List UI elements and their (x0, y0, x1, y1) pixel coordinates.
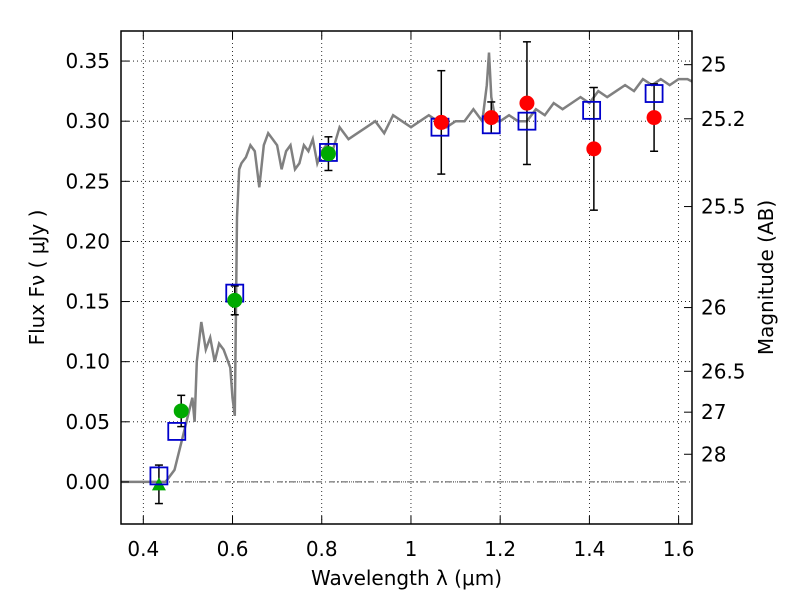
x-tick-label: 1.4 (573, 537, 605, 561)
model-flux-square (644, 84, 664, 103)
right-tick-label: 26 (701, 296, 726, 320)
right-tick-label: 25 (701, 53, 726, 77)
y-axis-label: Flux Fν ( μJy ) (25, 210, 49, 346)
y-tick-label: 0.15 (65, 290, 110, 314)
model-flux-square (149, 466, 169, 486)
model-flux-square (517, 111, 537, 131)
model-flux-square (582, 100, 602, 120)
y-tick-label: 0.00 (65, 470, 110, 494)
x-tick-label: 0.8 (306, 537, 338, 561)
y-tick-label: 0.20 (65, 229, 110, 253)
right-tick-label: 27 (701, 400, 726, 424)
x-tick-label: 1.6 (663, 537, 695, 561)
x-tick-label: 0.4 (127, 537, 159, 561)
model-flux-square (167, 422, 187, 441)
nir-data-point (483, 110, 499, 126)
y-tick-label: 0.10 (65, 350, 110, 374)
data-markers (149, 41, 664, 505)
nir-data-point (433, 114, 449, 130)
y-tick-label: 0.30 (65, 109, 110, 133)
nir-data-point (519, 95, 535, 111)
model-spectrum-line (121, 52, 693, 484)
x-tick-label: 0.6 (217, 537, 249, 561)
plot-frame (120, 30, 693, 525)
y-tick-label: 0.35 (65, 49, 110, 73)
y-tick-label: 0.05 (65, 410, 110, 434)
x-tick-label: 1.2 (484, 537, 516, 561)
right-tick-label: 28 (701, 442, 726, 466)
right-tick-label: 25.2 (701, 107, 746, 131)
optical-data-point (320, 146, 336, 162)
optical-data-point (173, 403, 189, 419)
optical-data-point (227, 292, 243, 308)
right-tick-label: 25.5 (701, 195, 746, 219)
y-tick-label: 0.25 (65, 169, 110, 193)
axis-ticks: 0.4 0.6 0.8 1 1.2 1.4 1.6 0.00 0.05 0.10 0.15 0.20 0… (65, 31, 746, 561)
right-tick-label: 26.5 (701, 359, 746, 383)
nir-data-point (586, 141, 602, 157)
nir-data-point (646, 110, 662, 126)
grid-lines (121, 31, 692, 524)
x-axis-label: Wavelength λ (μm) (311, 566, 502, 590)
right-axis-label: Magnitude (AB) (754, 200, 778, 355)
x-tick-label: 1 (405, 537, 418, 561)
